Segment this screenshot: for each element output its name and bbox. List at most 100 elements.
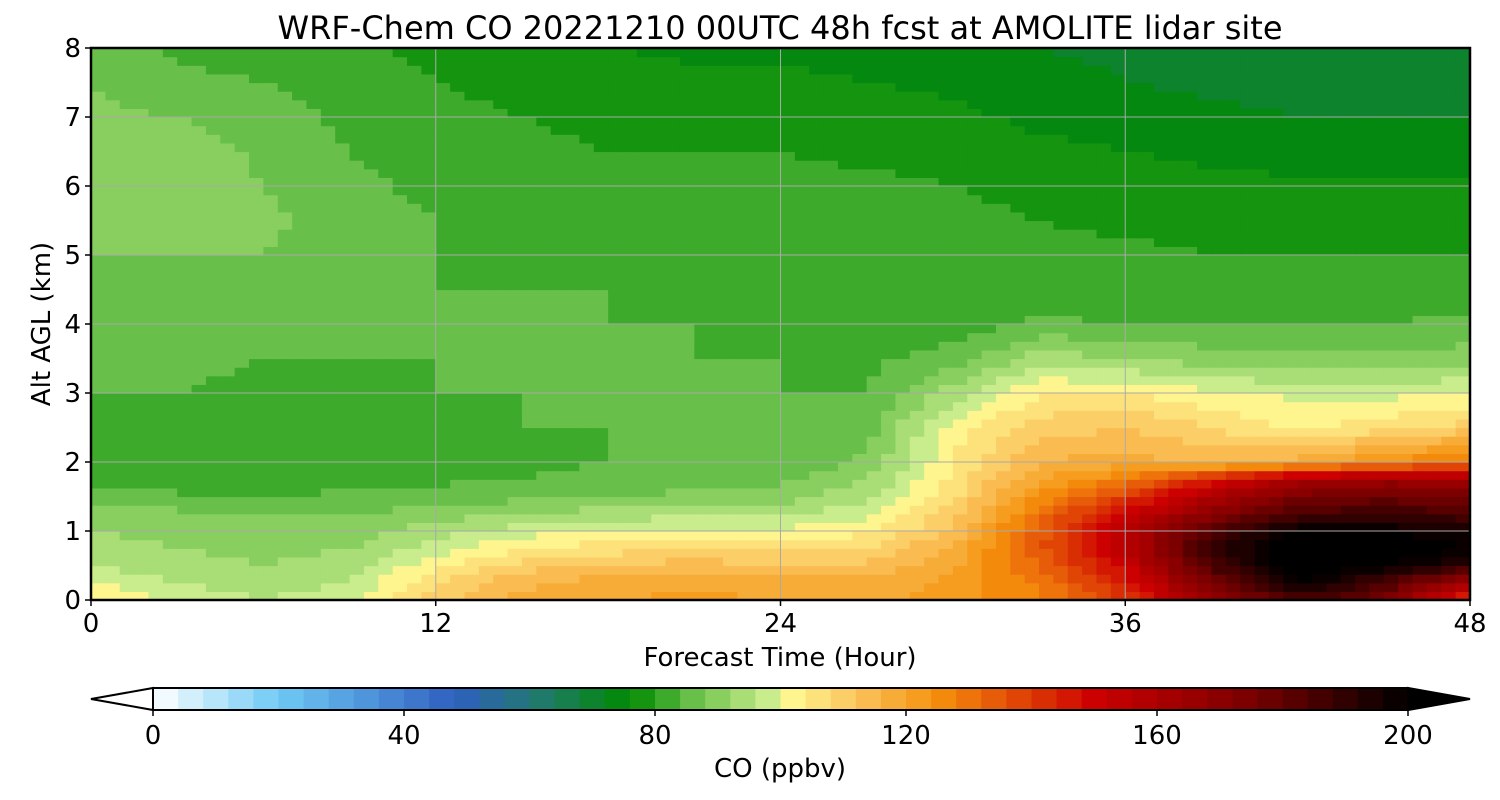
- field-cell: [1067, 332, 1083, 342]
- field-cell: [809, 349, 825, 360]
- field-cell: [622, 229, 638, 239]
- field-cell: [550, 505, 566, 515]
- field-cell: [1039, 211, 1055, 222]
- field-cell: [1096, 436, 1112, 446]
- field-cell: [335, 427, 351, 437]
- field-cell: [1283, 237, 1299, 247]
- field-cell: [234, 384, 250, 394]
- field-cell: [866, 194, 882, 204]
- field-cell: [1039, 151, 1055, 161]
- field-cell: [622, 565, 638, 575]
- field-cell: [565, 487, 580, 498]
- field-cell: [507, 315, 523, 325]
- field-cell: [478, 479, 494, 489]
- field-cell: [809, 479, 825, 489]
- field-cell: [852, 574, 868, 584]
- field-cell: [622, 177, 638, 187]
- field-cell: [967, 211, 983, 222]
- field-cell: [1053, 522, 1069, 532]
- field-cell: [1211, 298, 1227, 308]
- field-cell: [550, 522, 566, 532]
- field-cell: [924, 186, 940, 196]
- field-cell: [1168, 280, 1184, 291]
- field-cell: [148, 332, 164, 342]
- field-cell: [794, 444, 810, 454]
- field-cell: [1254, 246, 1270, 256]
- field-cell: [823, 591, 839, 601]
- field-cell: [320, 410, 336, 420]
- field-cell: [1211, 186, 1227, 196]
- field-cell: [1053, 186, 1069, 196]
- field-cell: [823, 160, 839, 170]
- field-cell: [134, 462, 150, 472]
- field-cell: [1153, 513, 1169, 523]
- field-cell: [1398, 246, 1414, 256]
- field-cell: [651, 211, 667, 222]
- field-cell: [909, 496, 925, 506]
- field-cell: [478, 358, 494, 368]
- field-cell: [694, 462, 710, 472]
- field-cell: [1024, 332, 1040, 342]
- field-cell: [407, 591, 422, 601]
- field-cell: [1326, 548, 1342, 558]
- field-cell: [881, 462, 897, 472]
- field-cell: [651, 315, 667, 325]
- field-cell: [292, 522, 308, 532]
- field-cell: [378, 393, 394, 403]
- field-cell: [205, 246, 221, 256]
- field-cell: [1153, 384, 1169, 394]
- field-cell: [1182, 289, 1198, 299]
- field-cell: [1268, 401, 1284, 411]
- field-cell: [1455, 246, 1471, 256]
- field-cell: [234, 186, 250, 196]
- field-cell: [493, 505, 509, 515]
- field-cell: [1398, 531, 1414, 541]
- field-cell: [320, 462, 336, 472]
- field-cell: [493, 444, 509, 454]
- field-cell: [780, 341, 796, 351]
- field-cell: [952, 539, 968, 549]
- field-cell: [952, 556, 968, 567]
- field-cell: [1268, 513, 1284, 523]
- field-cell: [823, 194, 839, 204]
- field-cell: [780, 160, 796, 170]
- field-cell: [1211, 548, 1227, 558]
- field-cell: [292, 393, 308, 403]
- field-cell: [1240, 341, 1256, 351]
- field-cell: [737, 401, 753, 411]
- field-cell: [91, 591, 106, 601]
- field-cell: [1168, 186, 1184, 196]
- field-cell: [723, 298, 738, 308]
- field-cell: [679, 522, 695, 532]
- field-cell: [1225, 349, 1241, 360]
- field-cell: [565, 341, 580, 351]
- field-cell: [191, 358, 207, 368]
- field-cell: [780, 539, 796, 549]
- field-cell: [952, 280, 968, 291]
- field-cell: [895, 194, 911, 204]
- field-cell: [421, 315, 437, 325]
- field-cell: [306, 298, 322, 308]
- field-cell: [1326, 315, 1342, 325]
- field-cell: [967, 306, 983, 316]
- field-cell: [119, 220, 135, 230]
- field-cell: [1053, 462, 1069, 472]
- field-cell: [435, 289, 451, 299]
- field-cell: [952, 177, 968, 187]
- field-cell: [1067, 513, 1083, 523]
- field-cell: [349, 470, 365, 480]
- field-cell: [292, 470, 308, 480]
- field-cell: [1039, 556, 1055, 567]
- field-cell: [306, 367, 322, 377]
- field-cell: [263, 496, 279, 506]
- field-cell: [651, 436, 667, 446]
- field-cell: [1039, 401, 1055, 411]
- field-cell: [1426, 246, 1442, 256]
- field-cell: [665, 306, 681, 316]
- field-cell: [292, 565, 308, 575]
- field-cell: [1340, 531, 1356, 541]
- field-cell: [1426, 582, 1442, 592]
- field-cell: [536, 453, 552, 463]
- field-cell: [119, 487, 135, 498]
- field-cell: [579, 160, 595, 170]
